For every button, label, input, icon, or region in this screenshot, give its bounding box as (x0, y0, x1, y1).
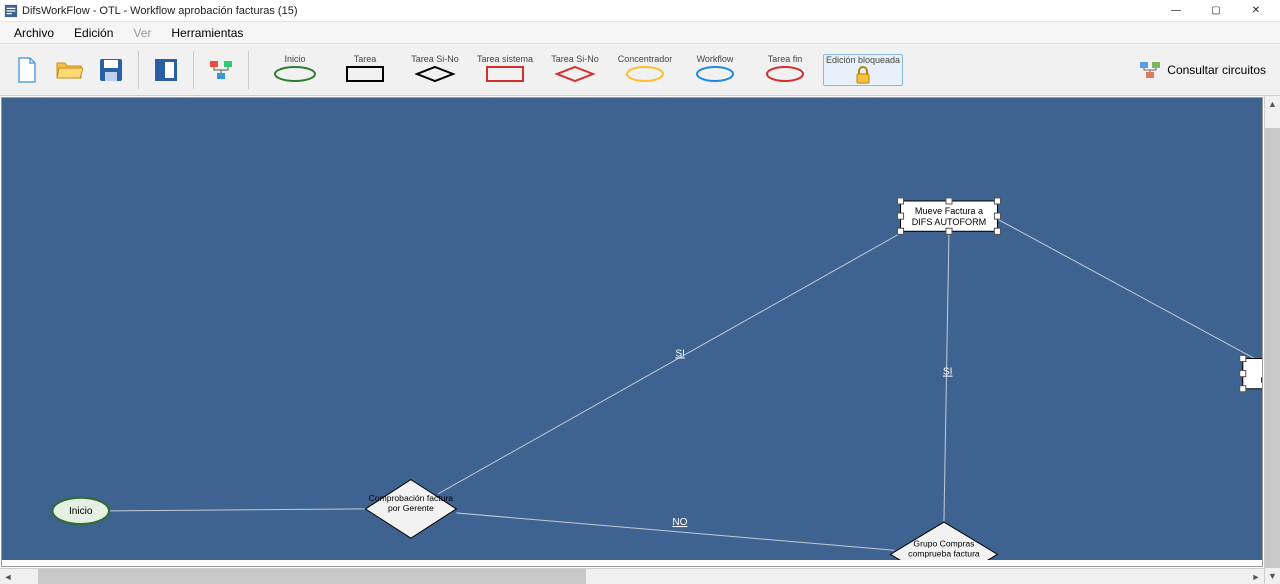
svg-text:mover: mover (1260, 375, 1262, 385)
scroll-left-arrow[interactable]: ◄ (0, 569, 16, 584)
scroll-thumb[interactable] (1265, 128, 1280, 568)
svg-text:comprueba factura: comprueba factura (908, 548, 980, 558)
horizontal-scrollbar[interactable]: ◄ ► (0, 568, 1264, 584)
consultar-circuitos-button[interactable]: Consultar circuitos (1133, 57, 1272, 83)
svg-text:por Gerente: por Gerente (388, 503, 434, 513)
node-pago[interactable]: Pagomover (1240, 355, 1262, 391)
svg-text:desconocida por: desconocida por (912, 558, 975, 560)
flow-icon (208, 59, 234, 81)
palette-workflow[interactable]: Workflow (683, 54, 747, 86)
layout-button[interactable] (147, 51, 185, 89)
svg-text:DIFS AUTOFORM: DIFS AUTOFORM (912, 217, 986, 227)
palette-concentrador[interactable]: Concentrador (613, 54, 677, 86)
titlebar: DifsWorkFlow - OTL - Workflow aprobación… (0, 0, 1280, 22)
node-comprob[interactable]: Comprobación facturapor Gerente (365, 480, 456, 539)
close-button[interactable]: ✕ (1236, 1, 1276, 21)
open-button[interactable] (50, 51, 88, 89)
flow-button[interactable] (202, 51, 240, 89)
palette-tarea-sino-2[interactable]: Tarea Si-No (543, 54, 607, 86)
vertical-scrollbar[interactable]: ▲ ▼ (1264, 96, 1280, 584)
doc-icon (15, 56, 39, 84)
node-grupo[interactable]: Grupo Comprascomprueba facturadesconocid… (890, 522, 997, 560)
palette-label: Concentrador (618, 54, 673, 64)
lock-icon (853, 65, 873, 85)
menu-archivo[interactable]: Archivo (4, 24, 64, 42)
scroll-down-arrow[interactable]: ▼ (1265, 568, 1280, 584)
node-mueve[interactable]: Mueve Factura aDIFS AUTOFORM (897, 198, 1000, 234)
folder-icon (55, 59, 83, 81)
menubar: Archivo Edición Ver Herramientas (0, 22, 1280, 44)
palette-label: Tarea sistema (477, 54, 533, 64)
svg-text:Inicio: Inicio (69, 506, 93, 517)
save-button[interactable] (92, 51, 130, 89)
palette-label: Tarea fin (768, 54, 803, 64)
edge-label: NO (672, 517, 687, 528)
minimize-button[interactable]: — (1156, 1, 1196, 21)
svg-text:Comprobación factura: Comprobación factura (369, 493, 454, 503)
palette-tarea[interactable]: Tarea (333, 54, 397, 86)
workspace: SI NO SI Inicio Comprobación facturapor Gere… (0, 96, 1280, 584)
palette-inicio[interactable]: Inicio (263, 54, 327, 86)
consultar-label: Consultar circuitos (1167, 63, 1266, 77)
palette-edicion-bloqueada[interactable]: Edición bloqueada (823, 54, 903, 86)
scroll-right-arrow[interactable]: ► (1248, 569, 1264, 584)
palette-label: Edición bloqueada (826, 55, 900, 65)
scroll-thumb[interactable] (38, 569, 586, 584)
window-title: DifsWorkFlow - OTL - Workflow aprobación… (22, 5, 1156, 17)
palette-tarea-fin[interactable]: Tarea fin (753, 54, 817, 86)
palette-label: Inicio (284, 54, 305, 64)
scroll-up-arrow[interactable]: ▲ (1265, 96, 1280, 112)
palette-label: Workflow (697, 54, 734, 64)
new-button[interactable] (8, 51, 46, 89)
layout-icon (153, 57, 179, 83)
edge-label: SI (675, 348, 685, 359)
palette-tarea-sistema[interactable]: Tarea sistema (473, 54, 537, 86)
toolbar: Inicio Tarea Tarea Si-No Tarea sistema T… (0, 44, 1280, 96)
svg-text:Mueve Factura a: Mueve Factura a (915, 206, 984, 216)
shape-palette: Inicio Tarea Tarea Si-No Tarea sistema T… (263, 54, 903, 86)
palette-label: Tarea Si-No (551, 54, 599, 64)
node-inicio[interactable]: Inicio (52, 498, 109, 524)
svg-text:Grupo Compras: Grupo Compras (913, 538, 974, 548)
palette-label: Tarea Si-No (411, 54, 459, 64)
circuits-icon (1139, 61, 1161, 79)
menu-edicion[interactable]: Edición (64, 24, 123, 42)
menu-herramientas[interactable]: Herramientas (161, 24, 253, 42)
canvas-viewport[interactable]: SI NO SI Inicio Comprobación facturapor Gere… (1, 97, 1263, 567)
palette-label: Tarea (354, 54, 377, 64)
app-icon (4, 4, 18, 18)
palette-tarea-sino[interactable]: Tarea Si-No (403, 54, 467, 86)
workflow-canvas[interactable]: SI NO SI Inicio Comprobación facturapor Gere… (2, 98, 1262, 560)
menu-ver[interactable]: Ver (123, 24, 161, 42)
disk-icon (98, 57, 124, 83)
edge-label: SI (943, 367, 953, 378)
maximize-button[interactable]: ▢ (1196, 1, 1236, 21)
